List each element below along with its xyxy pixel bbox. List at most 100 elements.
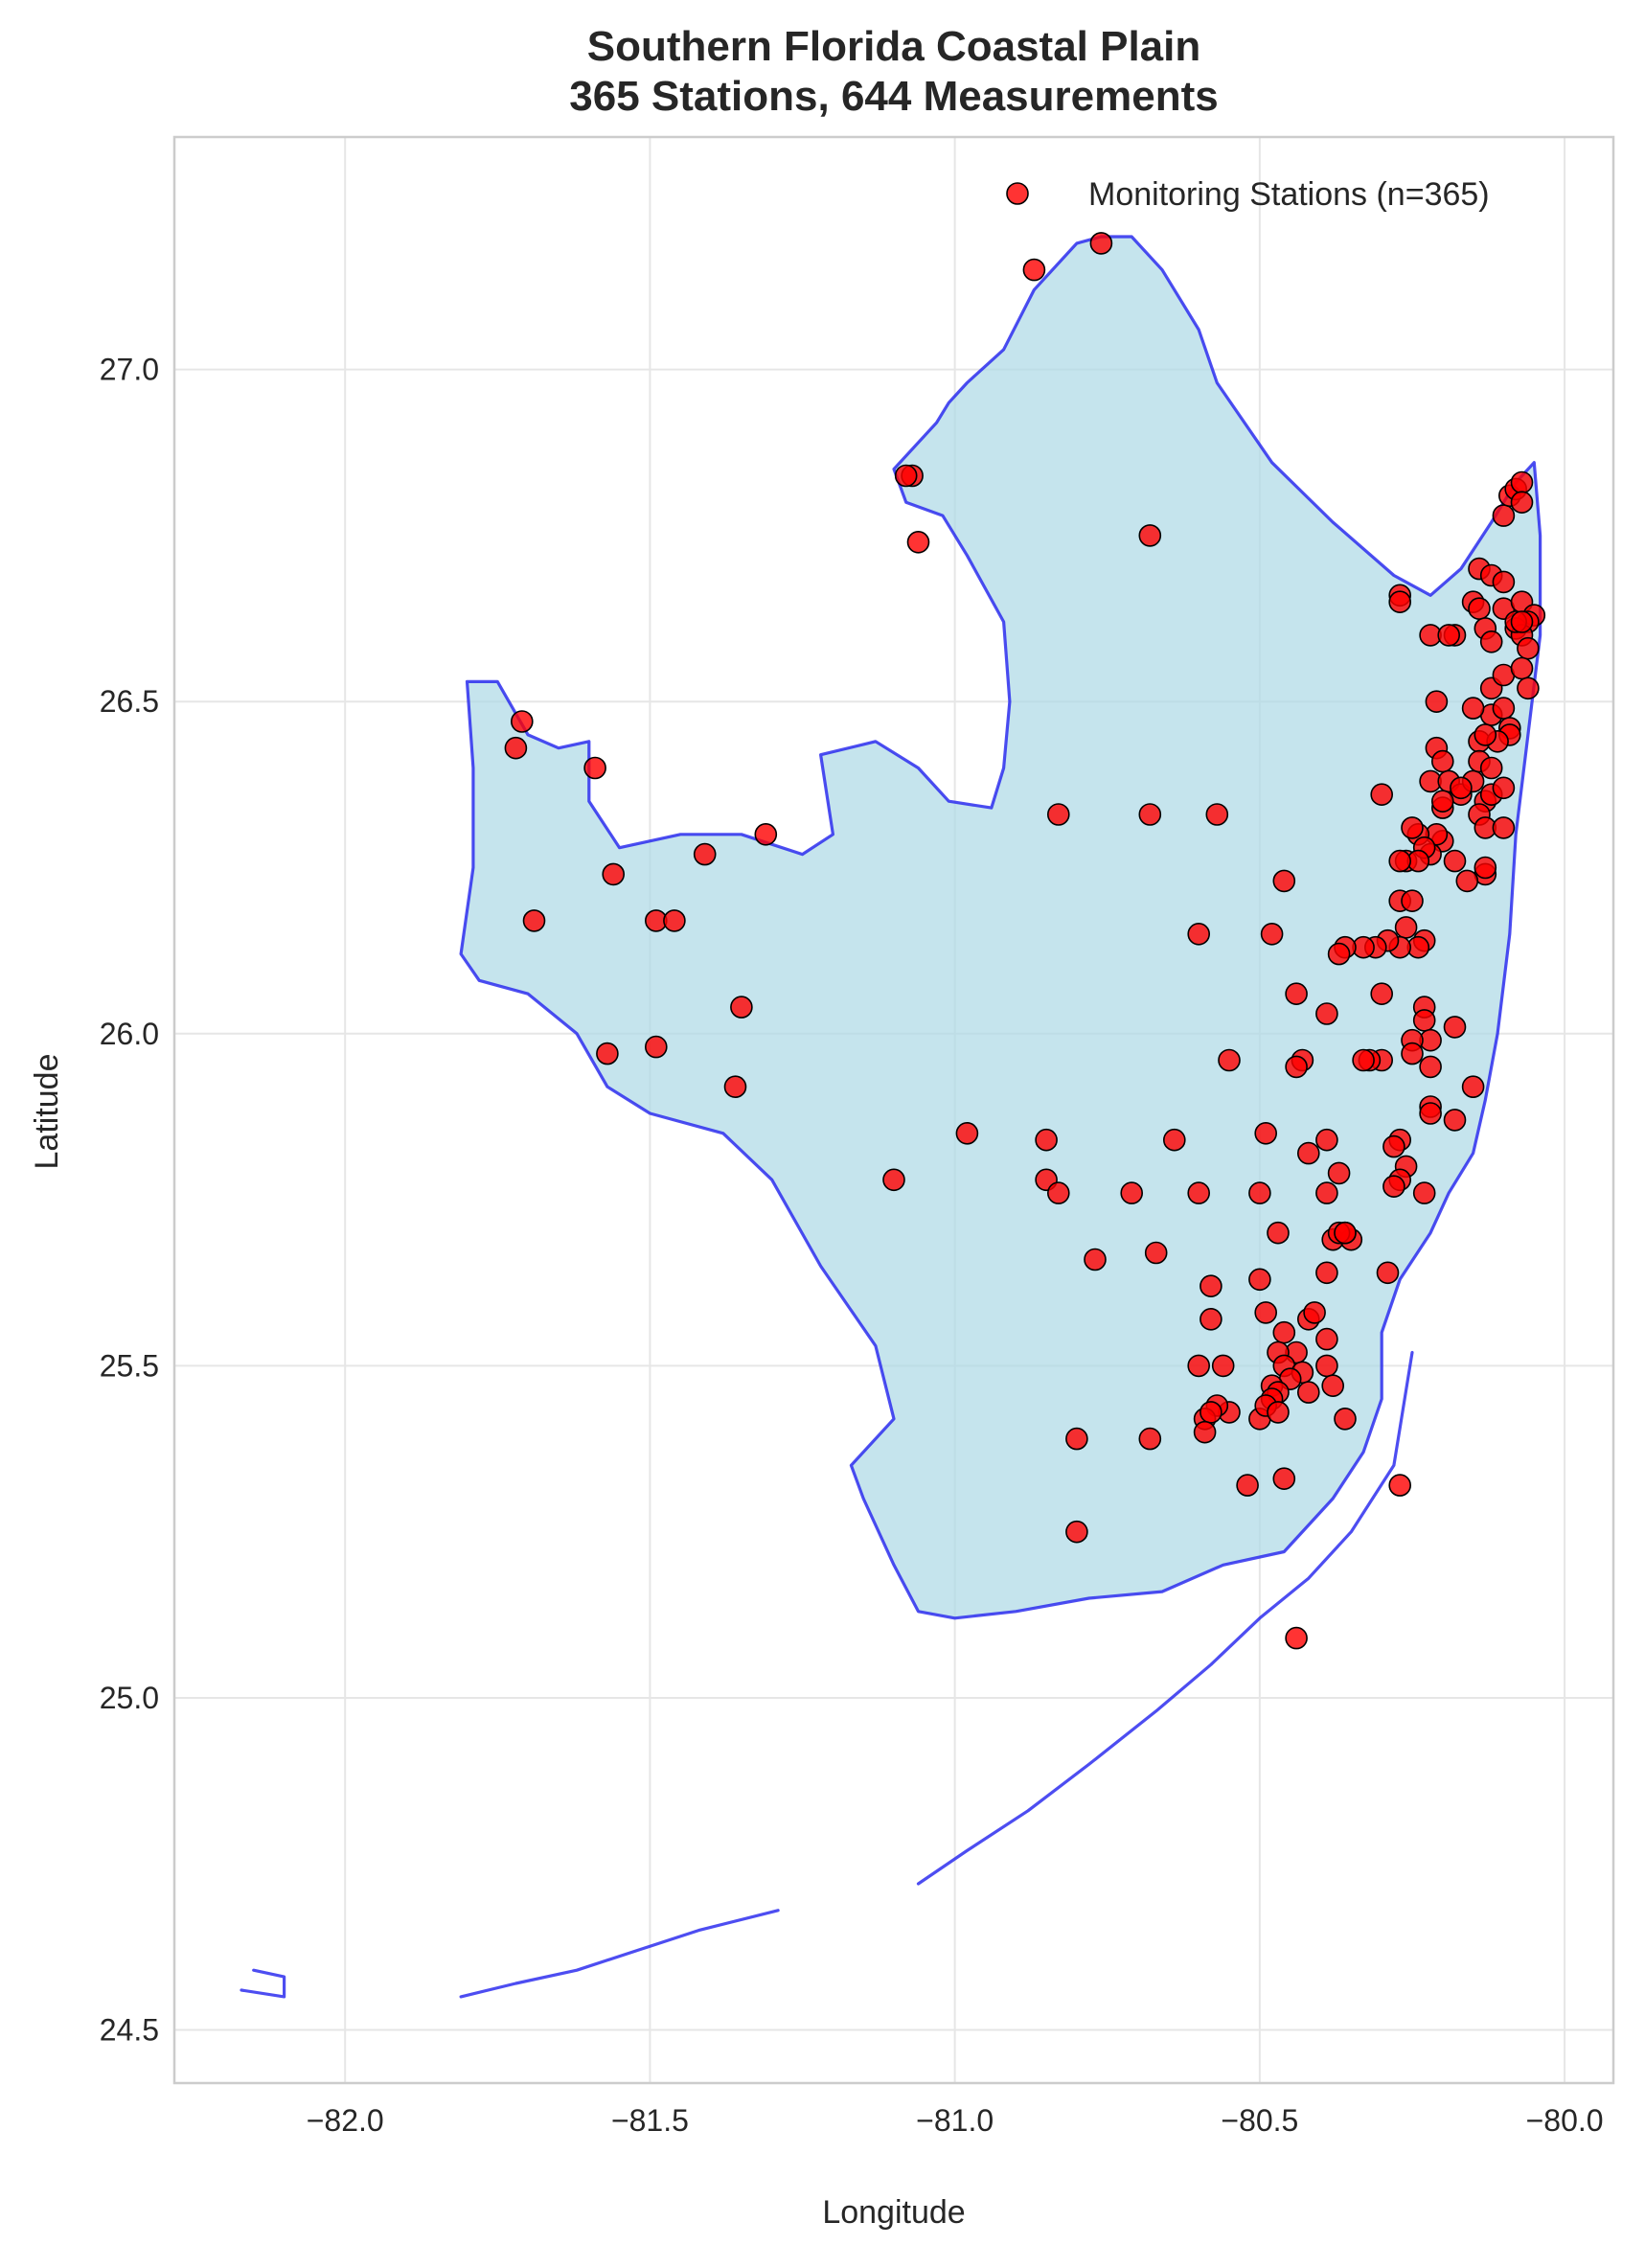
- station-point: [1144, 1241, 1168, 1265]
- station-point: [1443, 849, 1467, 873]
- station-point: [1193, 1420, 1217, 1444]
- station-point: [663, 909, 686, 932]
- station-point: [1218, 1048, 1241, 1072]
- station-point: [1315, 1002, 1338, 1025]
- station-point: [1254, 1122, 1277, 1145]
- station-point: [1065, 1427, 1088, 1451]
- station-point: [723, 1075, 747, 1098]
- station-point: [1205, 803, 1229, 826]
- y-tick-label: 25.5: [100, 1348, 159, 1383]
- station-point: [1479, 756, 1503, 780]
- station-point: [1401, 889, 1424, 913]
- legend-marker-icon: [1006, 182, 1029, 205]
- station-point: [1492, 816, 1516, 839]
- station-point: [583, 756, 606, 780]
- y-tick-label: 25.0: [100, 1681, 159, 1715]
- station-point: [1248, 1268, 1271, 1292]
- station-point: [510, 710, 534, 733]
- station-point: [1187, 1354, 1210, 1378]
- station-point: [504, 736, 528, 760]
- station-point: [1455, 869, 1479, 893]
- station-point: [596, 1042, 619, 1065]
- station-point: [1382, 1134, 1405, 1158]
- station-point: [1479, 630, 1503, 653]
- ticks-layer: −82.0 −81.5 −81.0 −80.5 −80.0 24.5 25.0 25.5 26.…: [100, 353, 1604, 2138]
- station-point: [882, 1168, 905, 1192]
- station-point: [1285, 1626, 1308, 1650]
- station-point: [1382, 1175, 1405, 1198]
- map-layer: [240, 235, 1542, 1999]
- x-tick-label: −81.0: [916, 2103, 994, 2138]
- station-point: [1297, 1381, 1320, 1404]
- station-point: [1517, 676, 1540, 700]
- station-point: [1315, 1181, 1338, 1204]
- station-point: [1517, 636, 1540, 660]
- station-point: [693, 842, 717, 866]
- y-tick-label: 24.5: [100, 2013, 159, 2048]
- station-point: [1412, 1181, 1436, 1204]
- station-point: [1260, 922, 1284, 946]
- station-point: [1315, 1327, 1338, 1351]
- station-point: [894, 464, 918, 488]
- station-point: [522, 909, 546, 932]
- station-point: [906, 530, 930, 554]
- station-point: [1089, 232, 1113, 255]
- station-point: [1199, 1308, 1222, 1331]
- station-point: [1315, 1128, 1338, 1152]
- station-point: [754, 822, 778, 846]
- station-point: [1425, 690, 1449, 714]
- station-point: [1474, 856, 1497, 880]
- station-point: [1187, 1181, 1210, 1204]
- y-tick-label: 26.5: [100, 684, 159, 719]
- y-tick-label: 27.0: [100, 353, 159, 387]
- station-point: [1138, 803, 1162, 826]
- x-axis-label: Longitude: [822, 2194, 965, 2231]
- station-point: [1510, 610, 1534, 633]
- station-point: [1163, 1128, 1186, 1152]
- chart-subtitle: 365 Stations, 644 Measurements: [569, 73, 1218, 120]
- x-tick-label: −81.5: [611, 2103, 689, 2138]
- station-point: [1047, 803, 1070, 826]
- station-point: [1248, 1181, 1271, 1204]
- station-point: [1419, 1102, 1442, 1125]
- station-point: [1285, 982, 1308, 1005]
- station-point: [1510, 656, 1534, 680]
- station-point: [1388, 849, 1411, 873]
- station-point: [1431, 749, 1454, 773]
- station-point: [1443, 1016, 1467, 1039]
- x-tick-label: −80.0: [1526, 2103, 1604, 2138]
- station-point: [1272, 1320, 1296, 1344]
- station-point: [1492, 504, 1516, 527]
- station-point: [1450, 776, 1473, 800]
- station-point: [1401, 1042, 1424, 1065]
- station-point: [1510, 491, 1534, 515]
- station-point: [1272, 1467, 1296, 1490]
- keys-outline: [240, 1968, 286, 1999]
- station-point: [1327, 942, 1351, 966]
- station-point: [1084, 1248, 1107, 1271]
- station-point: [1492, 697, 1516, 720]
- station-point: [1315, 1354, 1338, 1378]
- station-point: [1327, 1161, 1351, 1185]
- station-point: [1510, 470, 1534, 494]
- station-point: [1352, 1048, 1375, 1072]
- station-point: [1419, 1055, 1442, 1079]
- station-point: [1267, 1221, 1290, 1245]
- station-point: [1412, 1009, 1436, 1032]
- legend-label: Monitoring Stations (n=365): [1088, 176, 1490, 213]
- y-tick-label: 26.0: [100, 1017, 159, 1051]
- keys-outline: [459, 1909, 780, 1999]
- station-point: [1297, 1141, 1320, 1165]
- station-point: [1388, 590, 1411, 614]
- station-point: [1370, 982, 1393, 1005]
- station-point: [1254, 1301, 1277, 1324]
- station-point: [602, 862, 626, 886]
- chart-title: Southern Florida Coastal Plain: [587, 23, 1201, 70]
- station-point: [1492, 570, 1516, 594]
- keys-outline: [916, 1350, 1414, 1886]
- station-point: [1047, 1181, 1070, 1204]
- station-point: [1199, 1274, 1222, 1297]
- station-point: [1492, 776, 1516, 800]
- y-axis-label: Latitude: [29, 1054, 65, 1170]
- station-point: [1321, 1374, 1344, 1397]
